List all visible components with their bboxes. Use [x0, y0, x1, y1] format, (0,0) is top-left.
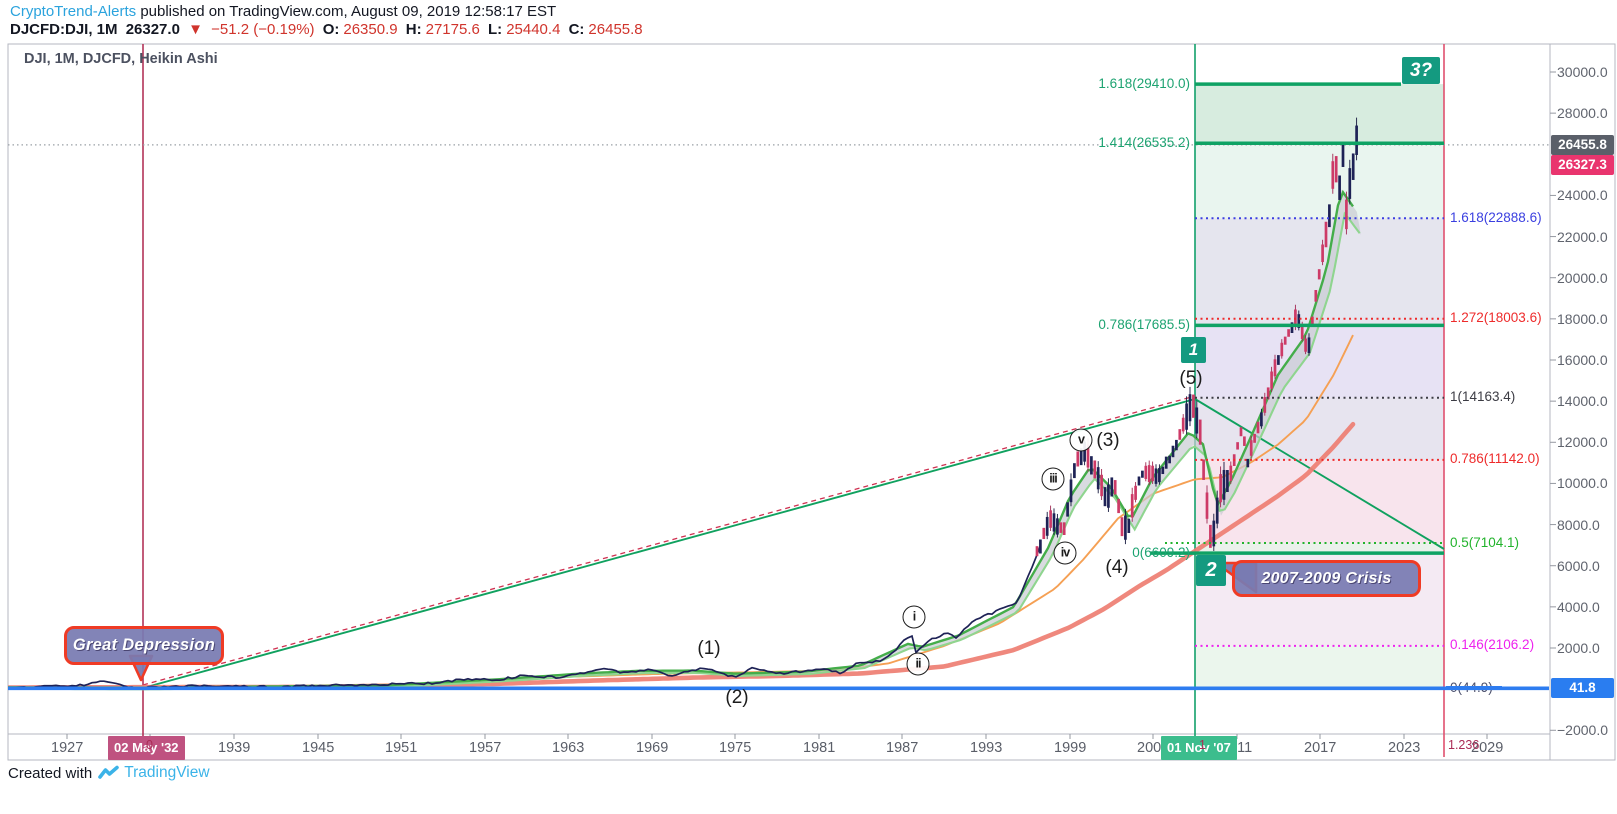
publish-text: published on TradingView.com, August 09,… [136, 3, 557, 20]
close-value: 26455.8 [588, 21, 643, 38]
change-value: −51.2 (−0.19%) [211, 21, 315, 38]
low-label: L: [488, 21, 503, 38]
wave-count-badge[interactable]: 2 [1196, 555, 1226, 586]
price-series[interactable] [8, 546, 1041, 690]
crisis-text: 2007-2009 Crisis [1261, 569, 1392, 587]
high-label: H: [405, 21, 422, 38]
low-value: 25440.4 [506, 21, 561, 38]
tradingview-link[interactable]: TradingView [124, 764, 210, 781]
wave-count-badge[interactable]: 1 [1181, 337, 1206, 363]
great-depression-callout[interactable]: Great Depression [64, 626, 224, 665]
crisis-callout[interactable]: 2007-2009 Crisis [1232, 560, 1421, 597]
trendline-up[interactable] [142, 398, 1196, 689]
symbol-name[interactable]: DJCFD:DJI, 1M [10, 21, 118, 38]
fib-band [1195, 543, 1444, 554]
blue-level-line-overlay [1446, 686, 1502, 690]
created-with-text: Created with [8, 764, 93, 782]
ma-fast-line[interactable] [8, 189, 1354, 689]
trendline-down[interactable] [1194, 398, 1445, 550]
close-label: C: [568, 21, 585, 38]
fib-band [1195, 143, 1444, 219]
publish-line: CryptoTrend-Alerts published on TradingV… [10, 3, 556, 20]
open-value: 26350.9 [343, 21, 398, 38]
change-arrow-icon: ▼ [188, 21, 203, 38]
fib-band [1195, 397, 1444, 460]
open-label: O: [322, 21, 340, 38]
great-depression-text: Great Depression [72, 636, 216, 654]
symbol-status-line: DJCFD:DJI, 1M 26327.0 ▼ −51.2 (−0.19%) O… [10, 21, 647, 38]
wave-count-badge[interactable]: 3? [1402, 57, 1440, 84]
footer: Created with TradingView [8, 764, 210, 782]
fib-band [1195, 325, 1444, 398]
high-value: 27175.6 [425, 21, 480, 38]
author-link[interactable]: CryptoTrend-Alerts [10, 3, 137, 20]
fib-band [1195, 645, 1444, 689]
last-price: 26327.0 [125, 21, 180, 38]
chart-legend[interactable]: DJI, 1M, DJCFD, Heikin Ashi [24, 51, 218, 67]
fib-band [1195, 84, 1444, 144]
tradingview-logo-icon [98, 765, 120, 779]
